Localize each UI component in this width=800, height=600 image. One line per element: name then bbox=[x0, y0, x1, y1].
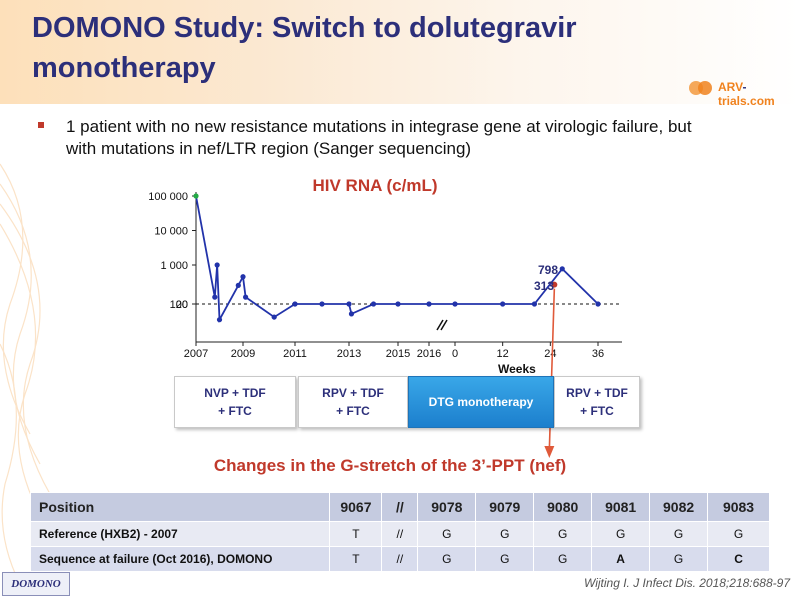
table-cell: G bbox=[649, 546, 709, 572]
table-cell: // bbox=[381, 521, 419, 547]
regimen-label: NVP + TDF + FTC bbox=[204, 386, 266, 418]
annotation-798: 798 bbox=[538, 263, 558, 277]
data-point bbox=[193, 193, 199, 199]
table-cell: G bbox=[475, 546, 535, 572]
highlight-point bbox=[551, 281, 558, 288]
y-tick-label: 100 bbox=[170, 299, 188, 311]
table-cell: G bbox=[533, 521, 593, 547]
mutated-cell: A bbox=[591, 546, 651, 572]
decorative-swirl bbox=[0, 163, 51, 585]
data-point bbox=[559, 266, 565, 272]
table-header-row: Position 9067 // 9078 9079 9080 9081 908… bbox=[29, 492, 770, 522]
data-point bbox=[395, 301, 401, 307]
chart-title: HIV RNA (c/mL) bbox=[312, 176, 438, 195]
x-tick-label: 2007 bbox=[184, 348, 208, 360]
table-row: Sequence at failure (Oct 2016), DOMONO T… bbox=[29, 546, 770, 572]
bullet-square-icon bbox=[38, 122, 44, 128]
axis-break-mark bbox=[436, 319, 444, 331]
table-cell: G bbox=[707, 521, 770, 547]
table-cell: G bbox=[533, 546, 593, 572]
data-point bbox=[500, 301, 506, 307]
header-cell: 9078 bbox=[417, 492, 477, 522]
data-point bbox=[292, 301, 298, 307]
table-title: Changes in the G-stretch of the 3’-PPT (… bbox=[213, 456, 567, 475]
data-point bbox=[214, 262, 220, 268]
header-cell: 9083 bbox=[707, 492, 770, 522]
x-tick-label: 12 bbox=[497, 348, 509, 360]
regimen-rpv-tdf-ftc-2: RPV + TDF + FTC bbox=[554, 376, 640, 428]
table-cell: // bbox=[381, 546, 419, 572]
data-point bbox=[531, 301, 538, 307]
data-point bbox=[216, 317, 223, 323]
regimen-label: DTG monotherapy bbox=[428, 395, 534, 409]
citation: Wijting I. J Infect Dis. 2018;218:688-97 bbox=[583, 576, 790, 590]
x-tick-label: 36 bbox=[592, 348, 604, 360]
data-point bbox=[346, 301, 352, 307]
header-cell: 9079 bbox=[475, 492, 535, 522]
axis-break-mark bbox=[440, 319, 448, 331]
data-point bbox=[212, 294, 218, 300]
table-cell: G bbox=[649, 521, 709, 547]
x-tick-label: 2009 bbox=[231, 348, 255, 360]
bullet-text: 1 patient with no new resistance mutatio… bbox=[66, 117, 692, 158]
data-point bbox=[240, 274, 246, 280]
table-cell: G bbox=[591, 521, 651, 547]
logo-text: ARV-trials.com bbox=[718, 80, 775, 108]
mutation-table: Position 9067 // 9078 9079 9080 9081 908… bbox=[29, 492, 770, 572]
regimen-label: RPV + TDF + FTC bbox=[322, 386, 384, 418]
arv-trials-logo: ARV-trials.com bbox=[688, 78, 798, 108]
slide-title: DOMONO Study: Switch to dolutegravir mon… bbox=[32, 12, 577, 84]
arrow-head-icon bbox=[544, 446, 555, 458]
y-tick-label: 1 000 bbox=[160, 260, 188, 272]
header-cell: Position bbox=[29, 492, 331, 522]
header-cell: // bbox=[381, 492, 419, 522]
annotation-313: 313 bbox=[534, 279, 554, 293]
logo-icon bbox=[689, 81, 712, 95]
table-cell: G bbox=[417, 521, 477, 547]
domono-badge: DOMONO bbox=[2, 572, 70, 596]
data-point bbox=[426, 301, 432, 307]
data-point bbox=[452, 301, 458, 307]
x-tick-label: 2011 bbox=[283, 348, 307, 360]
data-point bbox=[235, 282, 241, 288]
x-tick-label: 2013 bbox=[337, 348, 361, 360]
data-point bbox=[370, 301, 377, 307]
regimen-label: RPV + TDF + FTC bbox=[566, 386, 628, 418]
regimen-dtg-monotherapy: DTG monotherapy bbox=[408, 376, 554, 428]
slide-header: DOMONO Study: Switch to dolutegravir mon… bbox=[0, 0, 800, 108]
x-tick-label: 0 bbox=[452, 348, 458, 360]
y-tick-label: 100 000 bbox=[148, 191, 188, 203]
y-tick-label: 10 000 bbox=[154, 226, 188, 238]
mutated-cell: C bbox=[707, 546, 770, 572]
header-cell: 9081 bbox=[591, 492, 651, 522]
data-point bbox=[271, 314, 277, 320]
x-axis-label: Weeks bbox=[498, 362, 536, 376]
x-tick-label: 2015 bbox=[386, 348, 410, 360]
header-cell: 9082 bbox=[649, 492, 709, 522]
data-point bbox=[595, 301, 601, 307]
table-cell: T bbox=[329, 546, 383, 572]
row-label: Sequence at failure (Oct 2016), DOMONO bbox=[29, 546, 331, 572]
header-cell: 9080 bbox=[533, 492, 593, 522]
regimen-rpv-tdf-ftc: RPV + TDF + FTC bbox=[298, 376, 408, 428]
x-tick-label: 24 bbox=[544, 348, 556, 360]
row-label: Reference (HXB2) - 2007 bbox=[29, 521, 331, 547]
data-point bbox=[348, 311, 355, 317]
x-tick-label: 2016 bbox=[417, 348, 441, 360]
data-point bbox=[243, 294, 249, 300]
table-cell: G bbox=[417, 546, 477, 572]
data-point bbox=[319, 301, 325, 307]
table-cell: T bbox=[329, 521, 383, 547]
header-cell: 9067 bbox=[329, 492, 383, 522]
hiv-rna-line bbox=[195, 195, 599, 323]
y-tick-label: 20 bbox=[176, 299, 188, 311]
table-cell: G bbox=[475, 521, 535, 547]
table-row: Reference (HXB2) - 2007 T // G G G G G G bbox=[29, 521, 770, 547]
regimen-nvp-tdf-ftc: NVP + TDF + FTC bbox=[174, 376, 296, 428]
